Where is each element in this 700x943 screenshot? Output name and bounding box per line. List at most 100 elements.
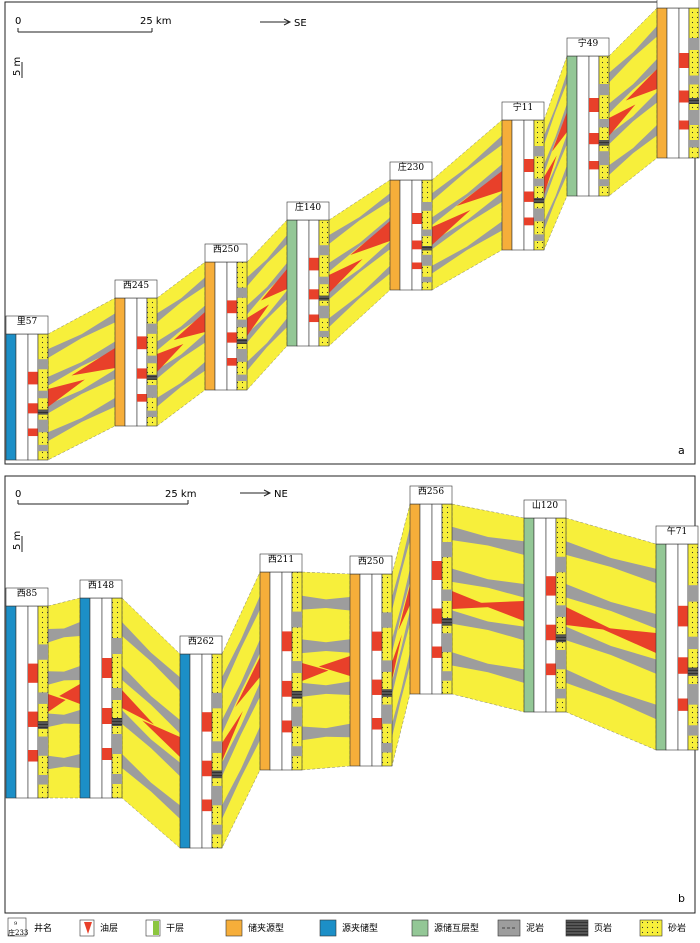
shale-layer bbox=[38, 721, 48, 729]
panel-a-scale: 0 25 km 5 m SE bbox=[12, 16, 307, 78]
oil-wedge bbox=[566, 607, 616, 631]
mudstone-layer bbox=[442, 589, 452, 601]
mudstone-layer bbox=[112, 638, 122, 654]
oil-segment bbox=[524, 217, 534, 226]
mudstone-layer bbox=[319, 245, 329, 256]
oil-segment bbox=[678, 605, 688, 627]
mudstone-layer bbox=[382, 742, 392, 753]
well-label-box bbox=[409, 485, 453, 505]
well-name: 庄140 bbox=[295, 201, 321, 213]
oil-dry-column bbox=[677, 543, 689, 751]
shale-layer bbox=[422, 246, 432, 251]
mudstone-wedge bbox=[48, 313, 115, 358]
mudstone-wedge bbox=[157, 277, 205, 323]
mudstone-layer bbox=[689, 140, 699, 148]
mudstone-layer bbox=[442, 542, 452, 558]
mudstone-wedge bbox=[544, 134, 567, 202]
reservoir-type-column bbox=[5, 333, 17, 461]
mudstone-layer bbox=[147, 385, 157, 398]
oil-wedge bbox=[59, 684, 80, 704]
oil-wedge bbox=[48, 379, 85, 407]
well-column: 宁11 bbox=[501, 101, 545, 251]
well-column: 山120 bbox=[523, 499, 567, 713]
well-column: 庄140 bbox=[286, 201, 330, 347]
oil-dry-column bbox=[523, 119, 535, 251]
mudstone-layer bbox=[292, 706, 302, 727]
mudstone-layer bbox=[112, 774, 122, 784]
panel-b-label: b bbox=[678, 892, 685, 905]
mudstone-wedge bbox=[48, 710, 80, 727]
mudstone-layer bbox=[422, 202, 432, 211]
legend: 9 庄233 井名 油层 干层 储夹源型 源夹储型 源储互层型 泥岩 页岩 砂岩 bbox=[7, 917, 686, 937]
oil-wedge bbox=[157, 344, 184, 372]
well-name: 西262 bbox=[188, 636, 214, 647]
oil-segment bbox=[28, 711, 38, 727]
oil-segment bbox=[309, 289, 319, 300]
mudstone-wedge bbox=[392, 610, 410, 695]
oil-segment bbox=[28, 663, 38, 683]
mudstone-wedge bbox=[247, 235, 287, 287]
mudstone-layer bbox=[556, 605, 566, 617]
mudstone-wedge bbox=[302, 595, 350, 611]
mudstone-layer bbox=[382, 704, 392, 724]
oil-dry-column bbox=[308, 219, 320, 347]
shale-layer bbox=[292, 690, 302, 699]
oil-wedge bbox=[625, 69, 657, 101]
mudstone-layer bbox=[147, 323, 157, 334]
reservoir-type-column bbox=[5, 605, 17, 799]
mudstone-wedge bbox=[392, 568, 410, 653]
reservoir-type-column bbox=[259, 571, 271, 771]
direction-label: SE bbox=[294, 18, 307, 29]
mudstone-wedge bbox=[452, 526, 524, 555]
oil-dry-column bbox=[545, 517, 557, 713]
scale-distance: 25 km bbox=[140, 16, 171, 27]
mudstone-layer bbox=[689, 38, 699, 50]
oil-dry-column bbox=[588, 55, 600, 197]
mudstone-layer bbox=[599, 179, 609, 187]
oil-segment bbox=[412, 262, 422, 270]
reservoir-type-column bbox=[655, 543, 667, 751]
correlation-band bbox=[221, 571, 261, 849]
well-name: 庄70 bbox=[668, 0, 689, 1]
oil-segment bbox=[678, 657, 688, 674]
oil-segment bbox=[546, 624, 556, 641]
well-name: 西250 bbox=[213, 244, 239, 255]
panel-a-section: 里57 西245 西250 庄140 庄230 宁11 宁49 庄70 bbox=[5, 0, 700, 461]
mudstone-wedge bbox=[432, 221, 502, 274]
depth-column bbox=[359, 573, 373, 767]
well-column: 庄230 bbox=[389, 161, 433, 291]
mudstone-layer bbox=[556, 556, 566, 573]
mudstone-layer bbox=[688, 684, 698, 705]
oil-segment bbox=[524, 159, 534, 172]
storage-source-icon bbox=[225, 919, 243, 937]
scale-zero: 0 bbox=[15, 489, 21, 500]
mudstone-wedge bbox=[157, 361, 205, 407]
oil-dry-column bbox=[27, 333, 39, 461]
depth-column bbox=[399, 179, 413, 291]
oil-wedge bbox=[247, 304, 269, 336]
depth-column bbox=[576, 55, 590, 197]
mudstone-layer bbox=[292, 746, 302, 757]
oil-wedge bbox=[318, 656, 350, 676]
well-name: 西148 bbox=[88, 580, 114, 591]
oil-dry-column bbox=[136, 297, 148, 427]
reservoir-type-column bbox=[286, 219, 298, 347]
mudstone-layer bbox=[237, 319, 247, 328]
mudstone-wedge bbox=[122, 666, 180, 734]
reservoir-type-column bbox=[349, 573, 361, 767]
mudstone-layer bbox=[292, 611, 302, 628]
mudstone-layer bbox=[38, 736, 48, 756]
mudstone-layer bbox=[38, 444, 48, 452]
oil-segment bbox=[372, 718, 382, 730]
oil-segment bbox=[372, 631, 382, 651]
well-label-box bbox=[523, 499, 567, 519]
well-column: 西250 bbox=[349, 555, 393, 767]
interbed-icon bbox=[411, 919, 429, 937]
scale-vertical: 5 m bbox=[12, 531, 23, 550]
oil-segment bbox=[678, 698, 688, 711]
reservoir-type-column bbox=[79, 597, 91, 799]
oil-wedge bbox=[235, 657, 260, 707]
well-label-box bbox=[389, 161, 433, 181]
legend-label-storage-source: 储夹源型 bbox=[248, 922, 284, 934]
